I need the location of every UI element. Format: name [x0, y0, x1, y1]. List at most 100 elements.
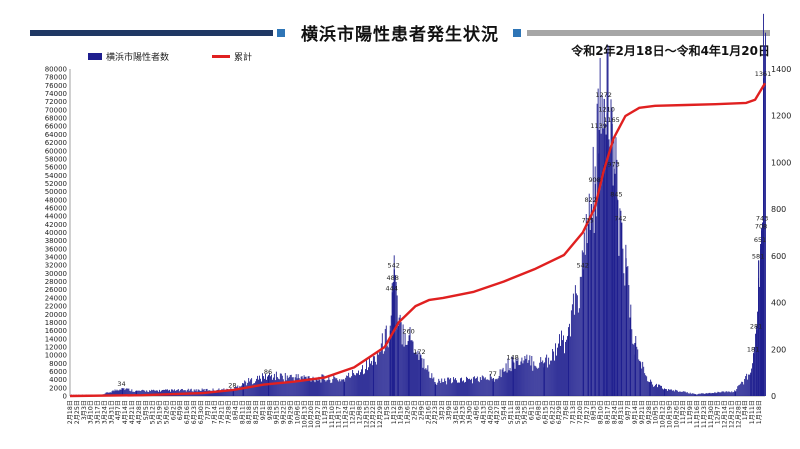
bar	[362, 365, 363, 396]
x-tick-label: 8月24日	[611, 400, 618, 424]
bar	[304, 376, 306, 396]
bar	[606, 113, 608, 396]
bar	[388, 341, 390, 396]
bar	[256, 378, 258, 396]
bar	[374, 361, 376, 396]
bar	[264, 378, 265, 396]
bar	[499, 369, 501, 396]
bar	[519, 364, 521, 396]
bar	[260, 378, 261, 396]
bar	[236, 386, 238, 396]
x-tick-label: 2月18日	[67, 400, 74, 424]
x-tick-label: 7月21日	[219, 400, 226, 424]
bar	[177, 389, 179, 396]
bar	[318, 376, 320, 396]
legend-bar-label: 横浜市陽性者数	[106, 53, 170, 63]
bar	[614, 173, 616, 396]
bar	[156, 390, 158, 396]
bar	[152, 390, 154, 396]
bar	[546, 354, 548, 396]
bar	[302, 378, 304, 396]
bar	[214, 390, 216, 396]
bar	[705, 393, 707, 396]
bar	[365, 369, 366, 396]
bar	[753, 353, 755, 396]
bar	[621, 222, 623, 396]
bar	[162, 390, 163, 396]
bar	[510, 371, 512, 396]
bar	[648, 381, 650, 396]
x-tick-label: 3月2日	[439, 400, 446, 420]
bar	[353, 373, 355, 396]
bar	[307, 376, 309, 396]
bar	[407, 341, 409, 396]
bar	[228, 390, 230, 396]
bar	[110, 392, 112, 396]
bar	[467, 377, 468, 396]
bar	[625, 258, 627, 396]
bar	[700, 393, 702, 396]
bar	[423, 358, 425, 396]
data-label: 488	[387, 274, 399, 282]
x-tick-label: 5月11日	[508, 400, 515, 424]
bar	[576, 295, 578, 396]
x-tick-label: 6月8日	[536, 400, 543, 420]
bar	[541, 361, 543, 396]
x-tick-label: 6月30日	[198, 400, 205, 424]
bar	[498, 375, 500, 396]
bar	[740, 383, 742, 396]
bar	[559, 334, 560, 396]
left-tick-label: 22000	[45, 303, 67, 311]
bar	[737, 386, 739, 396]
data-label: 651	[754, 236, 766, 244]
x-tick-label: 12月21日	[728, 400, 735, 428]
x-tick-label: 11月2日	[680, 400, 687, 424]
bar	[578, 308, 580, 396]
bar	[284, 373, 286, 396]
left-tick-label: 6000	[49, 368, 67, 376]
bar	[327, 379, 329, 396]
bar	[151, 389, 153, 396]
bar	[456, 380, 458, 396]
bar	[685, 392, 687, 396]
right-tick-label: 800	[771, 205, 786, 214]
left-tick-label: 50000	[45, 188, 67, 196]
bar	[298, 377, 300, 396]
bar	[539, 362, 541, 396]
bar	[232, 389, 234, 396]
data-label: 444	[386, 284, 398, 292]
bar	[411, 340, 413, 396]
x-tick-label: 1月18日	[756, 400, 763, 424]
bar	[111, 391, 113, 396]
bar	[729, 391, 731, 396]
bar	[680, 391, 682, 396]
left-tick-label: 8000	[49, 360, 67, 368]
bar	[554, 360, 556, 396]
bar	[123, 388, 125, 396]
bar	[553, 351, 555, 396]
right-tick-label: 0	[771, 392, 776, 401]
bar	[567, 335, 570, 396]
bar	[586, 243, 588, 396]
bar	[321, 374, 323, 396]
bar	[137, 390, 139, 396]
bar	[484, 377, 486, 396]
bar	[315, 378, 317, 396]
bar	[113, 391, 115, 396]
left-tick-label: 10000	[45, 352, 67, 360]
bar	[348, 372, 350, 396]
x-tick-label: 5月18日	[515, 400, 522, 424]
bar	[277, 378, 279, 396]
bar	[217, 389, 219, 396]
bar	[440, 383, 442, 396]
title-bar-right	[527, 30, 770, 36]
bar	[551, 360, 553, 396]
data-label: 708	[755, 223, 767, 231]
data-label: 86	[264, 368, 272, 376]
bar	[723, 391, 725, 396]
bar	[725, 391, 727, 396]
x-tick-label: 6月16日	[184, 400, 191, 424]
bar	[758, 260, 760, 396]
bar	[323, 375, 325, 396]
bar	[237, 385, 239, 396]
